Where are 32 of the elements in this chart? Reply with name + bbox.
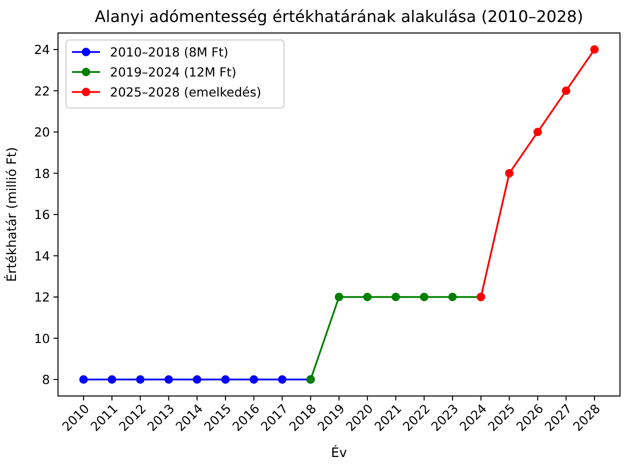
point <box>221 375 230 384</box>
point <box>192 375 202 384</box>
point <box>250 375 258 384</box>
y-tick-label: 12 <box>34 290 50 304</box>
point <box>562 86 570 95</box>
point <box>505 169 514 178</box>
x-axis-title: Év <box>331 444 348 461</box>
point <box>420 292 428 302</box>
point <box>164 375 173 384</box>
legend-label: 2019–2024 (12M Ft) <box>110 64 236 80</box>
point <box>448 292 457 302</box>
chart-title: Alanyi adómentesség értékhatárának alakulása (2010–2028) <box>94 7 584 26</box>
y-tick-label: 14 <box>34 248 50 264</box>
point <box>590 45 599 54</box>
y-tick-label: 22 <box>34 83 50 98</box>
legend-label: 2025–2028 (emelkedés) <box>110 84 262 100</box>
point <box>533 128 542 136</box>
point <box>334 292 344 302</box>
point <box>108 375 116 384</box>
y-tick-label: 16 <box>34 207 50 222</box>
y-tick-label: 24 <box>34 42 50 57</box>
y-tick-label: 20 <box>34 124 50 140</box>
point <box>392 292 400 302</box>
y-tick-label: 8 <box>42 372 50 387</box>
point <box>136 375 145 384</box>
point <box>79 375 88 384</box>
point <box>363 292 372 302</box>
y-axis-title: Értékhatár (millió Ft) <box>3 147 20 282</box>
y-tick-label: 18 <box>34 166 50 181</box>
legend-label: 2010–2018 (8M Ft) <box>110 44 228 60</box>
y-tick-label: 10 <box>34 330 50 346</box>
point <box>278 375 286 384</box>
